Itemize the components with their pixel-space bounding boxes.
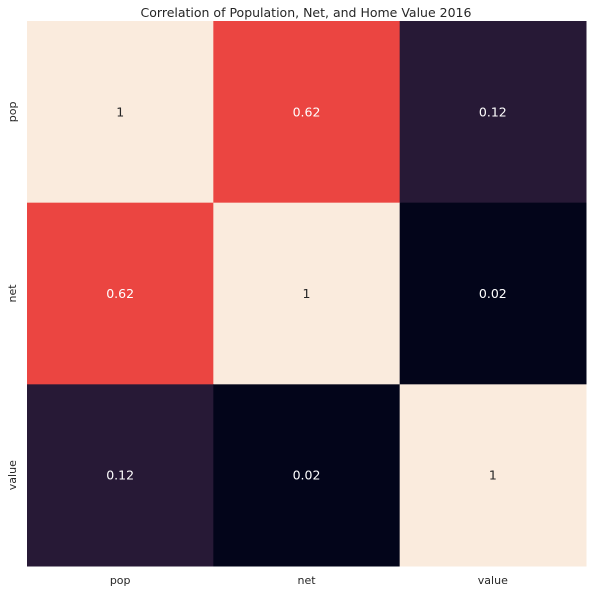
heatmap-cell-value-value (399, 384, 587, 567)
cell-value-label: 0.12 (106, 468, 134, 483)
cell-value-label: 0.62 (106, 286, 134, 301)
y-tick-label-net: net (6, 284, 19, 303)
y-tick-label-pop: pop (6, 101, 19, 122)
x-tick-labels: pop net value (110, 574, 508, 587)
cell-value-label: 1 (116, 104, 124, 119)
chart-title: Correlation of Population, Net, and Home… (141, 5, 472, 20)
heatmap-cell-value-pop (27, 384, 214, 567)
x-tick-label-pop: pop (110, 574, 131, 587)
heatmap-cell-value-net (213, 384, 401, 567)
cell-value-label: 0.62 (293, 104, 321, 119)
cell-value-label: 0.02 (479, 286, 507, 301)
cell-value-label: 0.12 (479, 104, 507, 119)
cell-value-label: 1 (303, 286, 311, 301)
heatmap-cell-net-net (213, 202, 401, 385)
heatmap-cell-pop-value (399, 21, 587, 204)
heatmap-cell-net-value (399, 202, 587, 385)
cell-value-label: 1 (489, 468, 497, 483)
x-tick-label-value: value (478, 574, 508, 587)
y-tick-labels: pop net value (6, 101, 19, 490)
heatmap-cells: 1 0.62 0.12 0.62 1 0.02 0.12 0.02 1 (27, 21, 587, 567)
heatmap-cell-net-pop (27, 202, 214, 385)
heatmap-cell-pop-net (213, 21, 401, 204)
x-tick-label-net: net (297, 574, 316, 587)
cell-value-label: 0.02 (293, 468, 321, 483)
heatmap-cell-pop-pop (27, 21, 214, 204)
y-tick-label-value: value (6, 460, 19, 490)
